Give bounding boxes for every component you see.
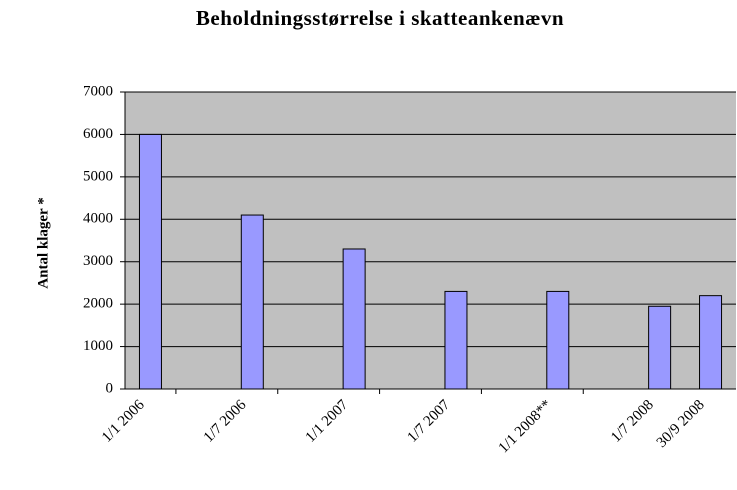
y-tick-label: 1000 [83, 338, 113, 354]
x-tick-label: 1/7 2008 [608, 397, 657, 446]
bar [444, 290, 468, 390]
y-tick-label: 6000 [83, 126, 113, 142]
y-tick-label: 2000 [83, 296, 113, 312]
bar [699, 295, 723, 390]
x-tick-label: 1/1 2007 [303, 397, 352, 446]
plot-area [125, 92, 736, 389]
x-tick-label: 1/7 2007 [404, 397, 453, 446]
x-tick-label: 1/1 2008** [496, 397, 555, 456]
bar [648, 305, 672, 390]
y-tick-label: 7000 [83, 83, 113, 99]
y-tick-label: 4000 [83, 211, 113, 227]
chart-title: Beholdningsstørrelse i skatteankenævn [196, 6, 564, 30]
bar [138, 133, 162, 390]
x-tick-label: 30/9 2008 [654, 397, 708, 451]
x-tick-label: 1/1 2006 [99, 397, 148, 446]
y-tick-label: 3000 [83, 253, 113, 269]
bar [342, 248, 366, 390]
bar [240, 214, 264, 390]
bar [546, 290, 570, 390]
x-tick-label: 1/7 2006 [201, 397, 250, 446]
y-axis-label: Antal klager * [35, 197, 51, 288]
y-tick-label: 5000 [83, 168, 113, 184]
y-tick-label: 0 [106, 380, 114, 396]
